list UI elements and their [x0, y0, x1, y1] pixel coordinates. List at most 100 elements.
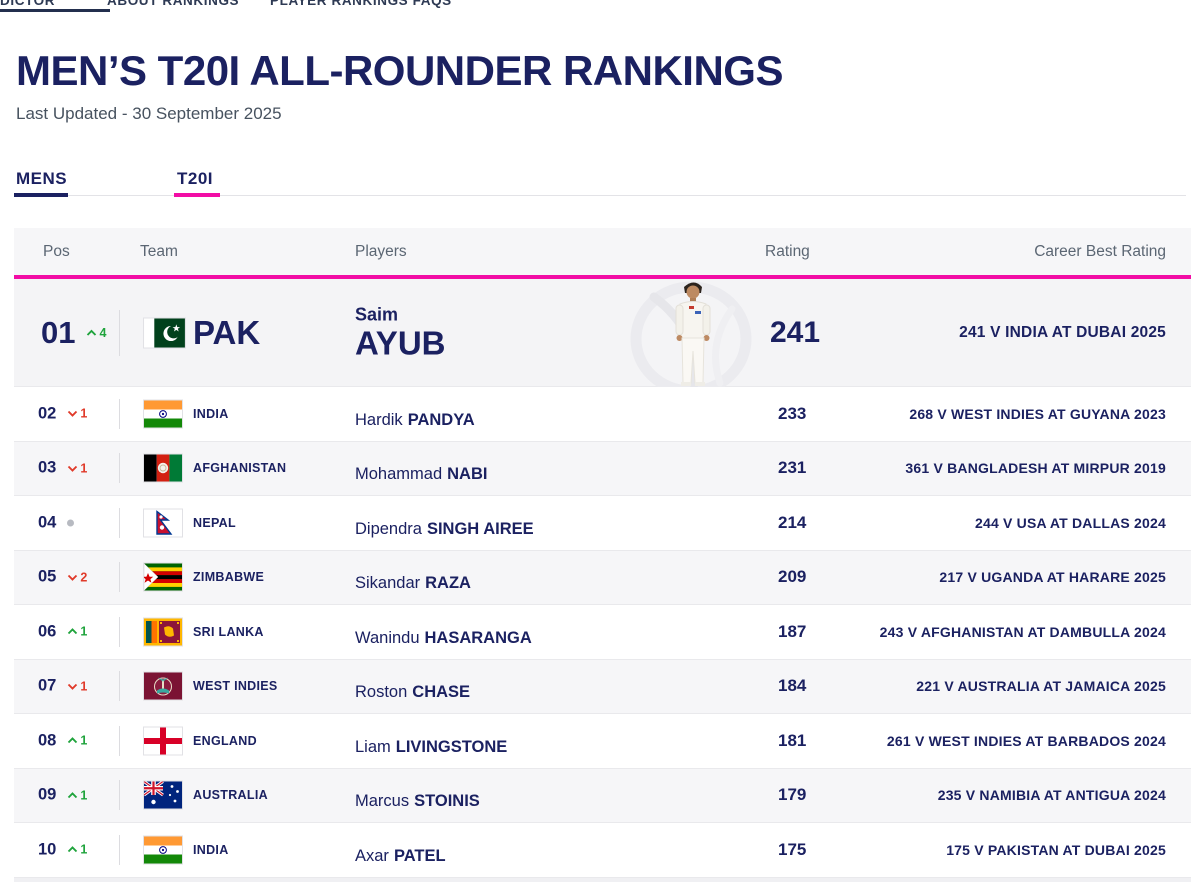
position-cell: 02 1 [38, 404, 87, 423]
position-cell: 04 [38, 513, 75, 532]
nav-item-predictor[interactable]: DICTOR [0, 0, 56, 8]
nav-item-about-rankings[interactable]: ABOUT RANKINGS [107, 0, 240, 8]
player-name-link[interactable]: Saim AYUB [355, 304, 445, 361]
position-cell: 07 1 [38, 677, 87, 696]
rating-value: 175 [778, 839, 807, 859]
player-last-name: SINGH AIREE [426, 519, 534, 538]
up-arrow-icon [87, 329, 97, 336]
table-row[interactable]: 10 1 INDIA Axar PATEL [14, 823, 1191, 878]
tab-t20i[interactable]: T20I [177, 169, 214, 188]
player-name-link[interactable]: Marcus STOINIS [355, 792, 480, 811]
movement-indicator: 1 [67, 843, 87, 857]
position-number: 08 [38, 731, 57, 750]
last-updated-text: Last Updated - 30 September 2025 [16, 104, 282, 123]
position-number: 04 [38, 513, 57, 532]
team-name: WEST INDIES [193, 679, 278, 694]
nav-item-player-rankings-faqs[interactable]: PLAYER RANKINGS FAQS [270, 0, 452, 8]
career-best-rating: 243 V AFGHANISTAN AT DAMBULLA 2024 [879, 623, 1166, 640]
movement-delta: 2 [80, 570, 88, 585]
table-row[interactable]: 06 1 SRI LANKA Wanindu HASARANGA [14, 605, 1191, 660]
team-name: INDIA [193, 842, 229, 857]
position-cell: 09 1 [38, 786, 87, 805]
column-header-rating: Rating [765, 242, 810, 260]
team-flag-icon [144, 836, 182, 864]
nav-active-underline [0, 9, 110, 12]
player-last-name: PANDYA [407, 410, 475, 429]
player-first-name: Liam [355, 737, 391, 756]
team-name: PAK [193, 313, 261, 351]
position-number: 06 [38, 622, 57, 641]
no-change-dot-icon [67, 519, 75, 527]
player-last-name: LIVINGSTONE [395, 737, 508, 756]
tab-mens[interactable]: MENS [16, 169, 68, 188]
team-flag-icon [144, 318, 185, 347]
position-cell: 10 1 [38, 840, 87, 859]
table-row[interactable]: 04 NEPAL Dipendra SINGH AIREE [14, 496, 1191, 551]
position-number: 02 [38, 404, 57, 423]
position-number: 09 [38, 785, 57, 804]
player-first-name: Dipendra [355, 519, 422, 538]
team-name: AUSTRALIA [193, 788, 268, 803]
column-header-players: Players [355, 242, 407, 260]
table-row[interactable]: 01 4 PAK Saim AYUB [14, 279, 1191, 387]
table-row[interactable]: 07 1 WEST INDIES Roston CHASE [14, 659, 1191, 714]
cell-divider [119, 453, 120, 484]
movement-delta: 1 [80, 406, 88, 421]
position-number: 05 [38, 567, 57, 586]
player-photo [594, 279, 794, 387]
player-last-name: HASARANGA [424, 628, 532, 647]
position-cell: 05 2 [38, 568, 87, 587]
career-best-rating: 235 V NAMIBIA AT ANTIGUA 2024 [937, 787, 1166, 804]
tabs-baseline [14, 195, 1186, 196]
movement-indicator [67, 519, 75, 527]
career-best-rating: 268 V WEST INDIES AT GUYANA 2023 [909, 405, 1166, 422]
column-header-pos: Pos [43, 242, 70, 260]
movement-delta: 1 [80, 788, 88, 803]
player-first-name: Wanindu [355, 628, 420, 647]
team-flag-icon [144, 454, 182, 482]
down-arrow-icon [68, 465, 78, 472]
top-navigation: DICTOR ABOUT RANKINGS PLAYER RANKINGS FA… [0, 0, 1200, 12]
cell-divider [119, 562, 120, 593]
player-name-link[interactable]: Mohammad NABI [355, 465, 487, 484]
team-flag-icon [144, 618, 182, 646]
table-row[interactable]: 09 1 AUSTRALIA Marcus STOINIS [14, 768, 1191, 823]
player-name-link[interactable]: Sikandar RAZA [355, 574, 471, 593]
cell-divider [119, 507, 120, 538]
movement-indicator: 4 [86, 326, 106, 340]
team-flag-icon [144, 781, 182, 809]
player-first-name: Saim [355, 304, 399, 325]
player-name-link[interactable]: Liam LIVINGSTONE [355, 738, 507, 757]
player-first-name: Mohammad [355, 465, 443, 484]
table-row[interactable]: 03 1 AFGHANISTAN Mohammad NABI [14, 441, 1191, 496]
player-name-link[interactable]: Roston CHASE [355, 683, 470, 702]
player-name-link[interactable]: Hardik PANDYA [355, 411, 475, 430]
career-best-rating: 244 V USA AT DALLAS 2024 [974, 514, 1166, 531]
player-name-link[interactable]: Dipendra SINGH AIREE [355, 520, 534, 539]
team-name: NEPAL [193, 515, 236, 530]
movement-delta: 1 [80, 679, 88, 694]
player-last-name: AYUB [355, 324, 446, 362]
up-arrow-icon [68, 628, 78, 635]
team-flag-icon [144, 400, 182, 428]
table-header: Pos Team Players Rating Career Best Rati… [14, 228, 1191, 275]
movement-indicator: 2 [67, 570, 87, 584]
table-body: 01 4 PAK Saim AYUB [14, 279, 1191, 882]
career-best-rating: 217 V UGANDA AT HARARE 2025 [939, 569, 1166, 586]
team-flag-icon [144, 509, 182, 537]
tab-t20i-underline [174, 192, 220, 197]
player-name-link[interactable]: Axar PATEL [355, 847, 446, 866]
player-name-link[interactable]: Wanindu HASARANGA [355, 629, 532, 648]
cell-divider [119, 725, 120, 756]
clipped-next-row [14, 877, 1191, 882]
team-name: ENGLAND [193, 733, 257, 748]
rating-value: 179 [778, 785, 807, 805]
table-row[interactable]: 08 1 ENGLAND Liam LIVINGSTONE [14, 714, 1191, 769]
movement-delta: 1 [80, 461, 88, 476]
position-number: 03 [38, 458, 57, 477]
movement-indicator: 1 [67, 679, 87, 693]
column-header-career-best: Career Best Rating [1034, 242, 1166, 260]
table-row[interactable]: 05 2 ZIMBABWE Sikandar RAZA [14, 550, 1191, 605]
table-row[interactable]: 02 1 INDIA Hardik PANDYA [14, 387, 1191, 442]
cell-divider [119, 398, 120, 429]
